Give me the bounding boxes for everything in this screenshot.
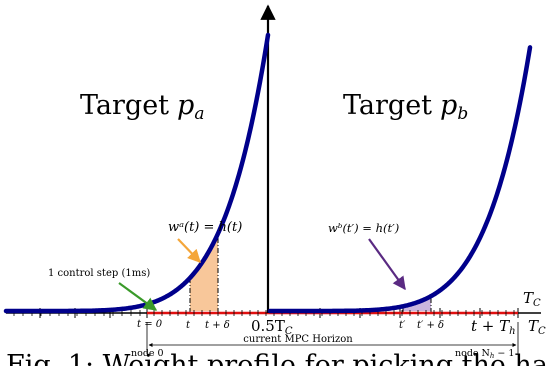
label-t0: t = 0 — [137, 319, 163, 330]
label-half-tc: 0.5TC — [251, 317, 293, 337]
label-t: t — [186, 320, 191, 331]
target-a-label: Target pa — [80, 90, 204, 124]
weight-a-label: wᵃ(t) = h(t) — [168, 220, 242, 235]
node0-label: node 0 — [131, 348, 164, 359]
weight-a-arrow — [177, 238, 201, 263]
label-t-prime-delta: t′ + δ — [417, 320, 444, 331]
weight-curve-a — [3, 32, 271, 314]
weight-b-label: wᵇ(t′) = h(t′) — [328, 221, 399, 235]
horizon-label: current MPC Horizon — [243, 334, 353, 345]
nodeN-label: node Nh − 1 — [455, 348, 514, 360]
label-tc-bottom: TC — [528, 317, 546, 337]
label-t-th: t + Th — [471, 317, 516, 337]
target-b-label: Target pb — [343, 90, 468, 124]
label-tc: TC — [523, 289, 541, 309]
figure-caption: Fig. 1: Weight profile for picking the h… — [6, 350, 547, 366]
weight-curve-b — [267, 45, 533, 314]
control-step-label: 1 control step (1ms) — [48, 268, 150, 279]
weight-region-a — [190, 233, 218, 311]
weight-b-arrow — [368, 238, 406, 291]
label-t-delta: t + δ — [205, 320, 230, 331]
label-t-prime: t′ — [399, 320, 406, 331]
control-step-arrow — [118, 282, 158, 311]
